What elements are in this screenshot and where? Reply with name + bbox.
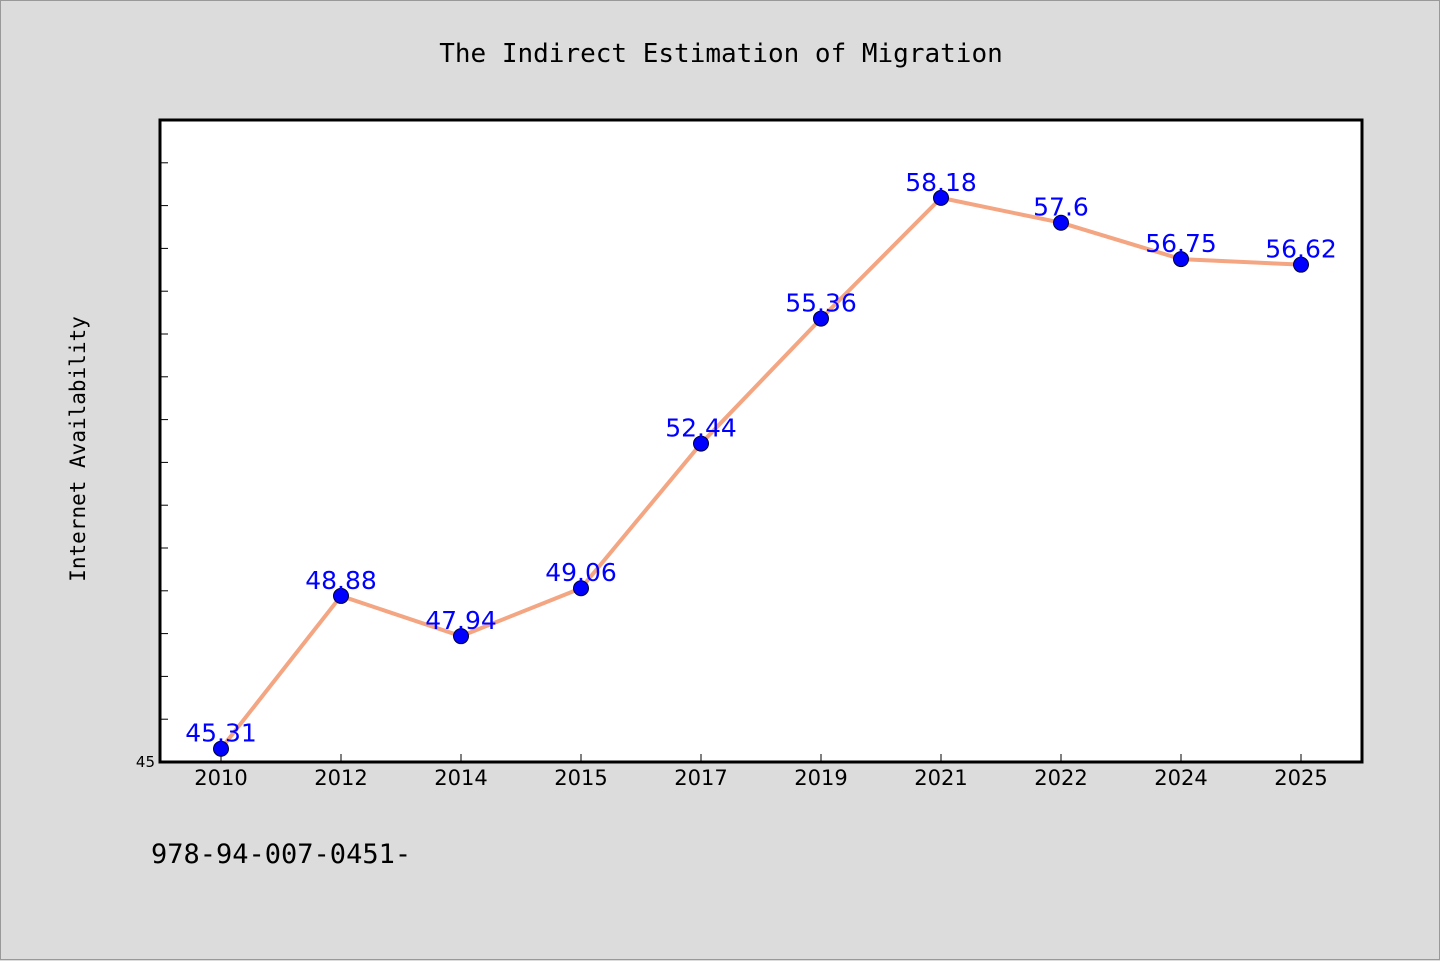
data-point-marker — [1173, 251, 1189, 268]
chart-title: The Indirect Estimation of Migration — [439, 39, 1003, 69]
data-labels: 45.31 48.88 47.94 49.06 52.44 55.36 58.18 57.6 5… — [185, 168, 1337, 748]
x-tick-label: 2012 — [314, 766, 367, 790]
data-point-marker — [453, 628, 469, 645]
data-point-marker — [1053, 214, 1069, 231]
x-tick-label: 2019 — [794, 766, 847, 790]
y-axis-label: Internet Availability — [66, 316, 90, 582]
x-tick-label: 2024 — [1154, 766, 1207, 790]
data-point-label: 56.62 — [1265, 235, 1337, 264]
data-point-label: 55.36 — [785, 289, 857, 318]
data-point-label: 49.06 — [545, 558, 617, 587]
data-point-label: 57.6 — [1033, 193, 1089, 222]
plot-area — [158, 118, 1364, 764]
y-tick-label: 45 — [136, 753, 155, 771]
x-tick-label: 2010 — [194, 766, 247, 790]
data-point-marker — [933, 189, 949, 206]
data-point-marker — [1293, 256, 1309, 273]
x-tick-label: 2021 — [914, 766, 967, 790]
data-point-marker — [693, 435, 709, 452]
y-axis-ticks: 45 — [136, 162, 168, 771]
data-point-marker — [333, 587, 349, 604]
footer-isbn-text: 978-94-007-0451- — [151, 839, 411, 870]
data-markers — [213, 189, 1309, 757]
data-point-label: 45.31 — [185, 719, 257, 748]
x-tick-label: 2015 — [554, 766, 607, 790]
data-point-label: 47.94 — [425, 606, 497, 635]
data-point-label: 58.18 — [905, 168, 977, 197]
data-point-marker — [813, 310, 829, 327]
x-tick-label: 2022 — [1034, 766, 1087, 790]
data-point-marker — [213, 740, 229, 757]
series-line — [219, 195, 1303, 751]
x-tick-label: 2014 — [434, 766, 487, 790]
x-axis-ticks: 2010 2012 2014 2015 2017 2019 2021 2022 2024 2025 — [194, 754, 1328, 790]
data-point-marker — [573, 580, 589, 597]
data-point-label: 56.75 — [1145, 229, 1217, 258]
x-tick-label: 2017 — [674, 766, 727, 790]
data-point-label: 48.88 — [305, 566, 377, 595]
data-point-label: 52.44 — [665, 414, 737, 443]
series-line-group — [219, 195, 1303, 751]
x-tick-label: 2025 — [1274, 766, 1327, 790]
